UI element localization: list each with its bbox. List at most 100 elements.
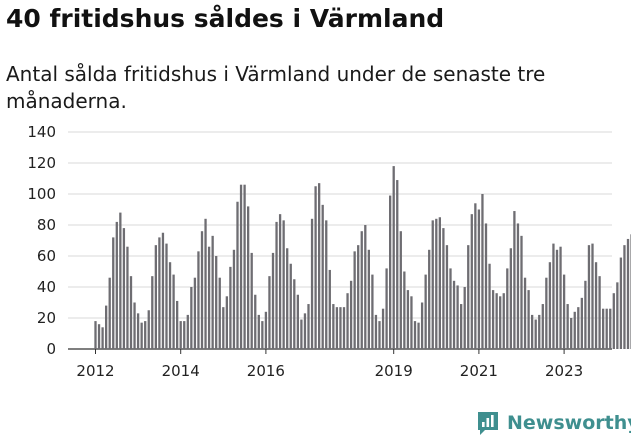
bar — [626, 238, 630, 349]
bar — [499, 296, 502, 349]
bar — [207, 246, 211, 349]
bar — [367, 249, 370, 349]
bar — [374, 314, 378, 349]
newsworthy-logo-icon — [478, 412, 498, 435]
bar — [555, 249, 559, 349]
bar — [200, 231, 204, 349]
bar — [94, 321, 97, 349]
bar — [619, 257, 623, 349]
y-tick-label: 80 — [37, 216, 56, 234]
bar — [566, 304, 569, 349]
bar — [435, 218, 438, 349]
bar — [541, 304, 544, 349]
bar — [605, 308, 608, 349]
brand-name: Newsworthy — [507, 412, 631, 434]
bar — [346, 293, 349, 349]
bar — [360, 231, 363, 349]
bar — [136, 313, 140, 349]
chart-subtitle: Antal sålda fritidshus i Värmland under … — [6, 62, 546, 113]
y-tick-label: 140 — [27, 123, 56, 141]
bar — [584, 280, 587, 349]
bar — [328, 269, 331, 349]
chart-title: 40 fritidshus såldes i Värmland — [6, 4, 445, 33]
bar — [417, 322, 420, 349]
bar — [378, 321, 381, 349]
bar — [225, 296, 228, 349]
bar — [396, 180, 399, 349]
bar — [108, 277, 111, 349]
x-tick-label: 2012 — [76, 362, 114, 380]
bar — [119, 212, 122, 349]
bar — [300, 319, 303, 349]
bar — [420, 302, 424, 349]
bar — [513, 211, 516, 349]
bar — [445, 245, 449, 349]
bar — [527, 290, 530, 349]
bar — [392, 166, 395, 349]
bar — [559, 246, 562, 349]
y-tick-label: 0 — [46, 340, 56, 358]
bar — [165, 243, 168, 349]
bar — [463, 287, 466, 349]
bar — [371, 274, 374, 349]
x-tick-label: 2016 — [247, 362, 285, 380]
bar — [154, 245, 157, 349]
bar — [474, 203, 477, 349]
y-tick-label: 120 — [27, 154, 56, 172]
bar — [406, 290, 410, 349]
bar — [602, 308, 605, 349]
bar — [140, 322, 143, 349]
bar — [183, 321, 186, 349]
bar — [129, 276, 133, 349]
bar — [122, 228, 126, 349]
bar — [349, 280, 353, 349]
bar — [133, 302, 136, 349]
bar — [456, 285, 459, 349]
bar — [484, 223, 488, 349]
bar — [389, 195, 392, 349]
bars-layer — [94, 166, 631, 349]
bar — [254, 294, 257, 349]
bar — [278, 214, 282, 349]
bar — [105, 305, 108, 349]
bar — [562, 274, 566, 349]
bar — [204, 218, 207, 349]
bar — [470, 214, 473, 349]
bar — [502, 293, 505, 349]
bar — [467, 245, 470, 349]
bar — [428, 249, 431, 349]
bar — [364, 225, 367, 349]
bar — [552, 243, 555, 349]
bar — [286, 248, 289, 349]
bar — [534, 319, 537, 349]
bar — [310, 218, 314, 349]
bar — [303, 313, 307, 349]
bar — [612, 293, 615, 349]
bar — [232, 249, 236, 349]
bar — [115, 221, 118, 349]
bar — [570, 318, 573, 349]
bar — [481, 194, 484, 349]
bar — [147, 310, 150, 349]
bar — [197, 251, 200, 349]
bar — [548, 262, 552, 349]
bar — [449, 268, 452, 349]
bar — [509, 248, 512, 349]
bar — [176, 300, 179, 349]
x-tick-label: 2021 — [460, 362, 498, 380]
bar — [218, 277, 221, 349]
bar — [609, 308, 612, 349]
bar — [144, 321, 147, 349]
bar — [243, 184, 246, 349]
bar — [460, 304, 463, 349]
brand[interactable]: Newsworthy — [476, 408, 631, 438]
bar — [424, 274, 427, 349]
bar — [353, 251, 356, 349]
bar — [172, 274, 175, 349]
bar — [531, 314, 534, 349]
bar — [296, 294, 299, 349]
bar — [289, 263, 292, 349]
bar — [623, 245, 626, 349]
bar — [229, 266, 232, 349]
bar — [580, 297, 583, 349]
